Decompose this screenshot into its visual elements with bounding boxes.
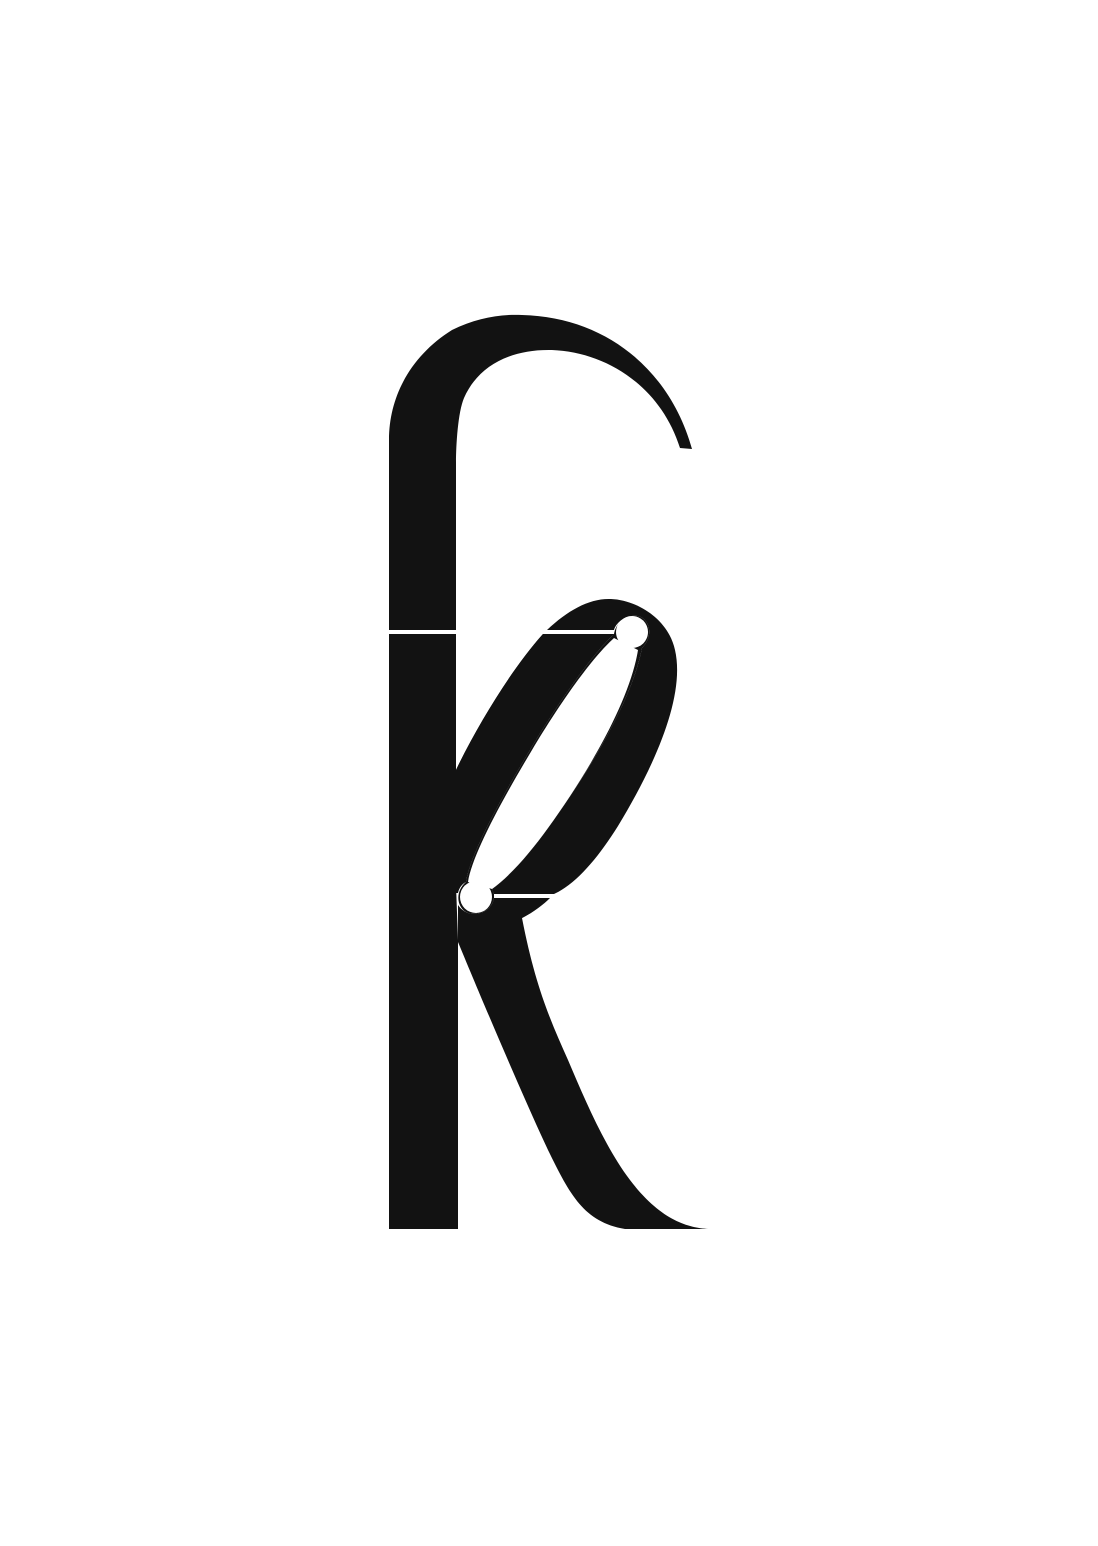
logo-stem xyxy=(389,634,458,1229)
logo-stem-slit xyxy=(389,630,456,634)
logo-lower-slit xyxy=(494,894,554,898)
logo-upper-slit xyxy=(543,630,614,634)
logo-lower-leg xyxy=(458,898,710,1229)
logo-lower-dot xyxy=(460,881,492,913)
logo-loop-left xyxy=(456,634,614,893)
logo-loop-counter xyxy=(468,638,638,889)
logo-loop-body xyxy=(492,598,678,894)
logo-top-hook xyxy=(389,314,692,630)
logo-upper-dot xyxy=(616,616,648,648)
